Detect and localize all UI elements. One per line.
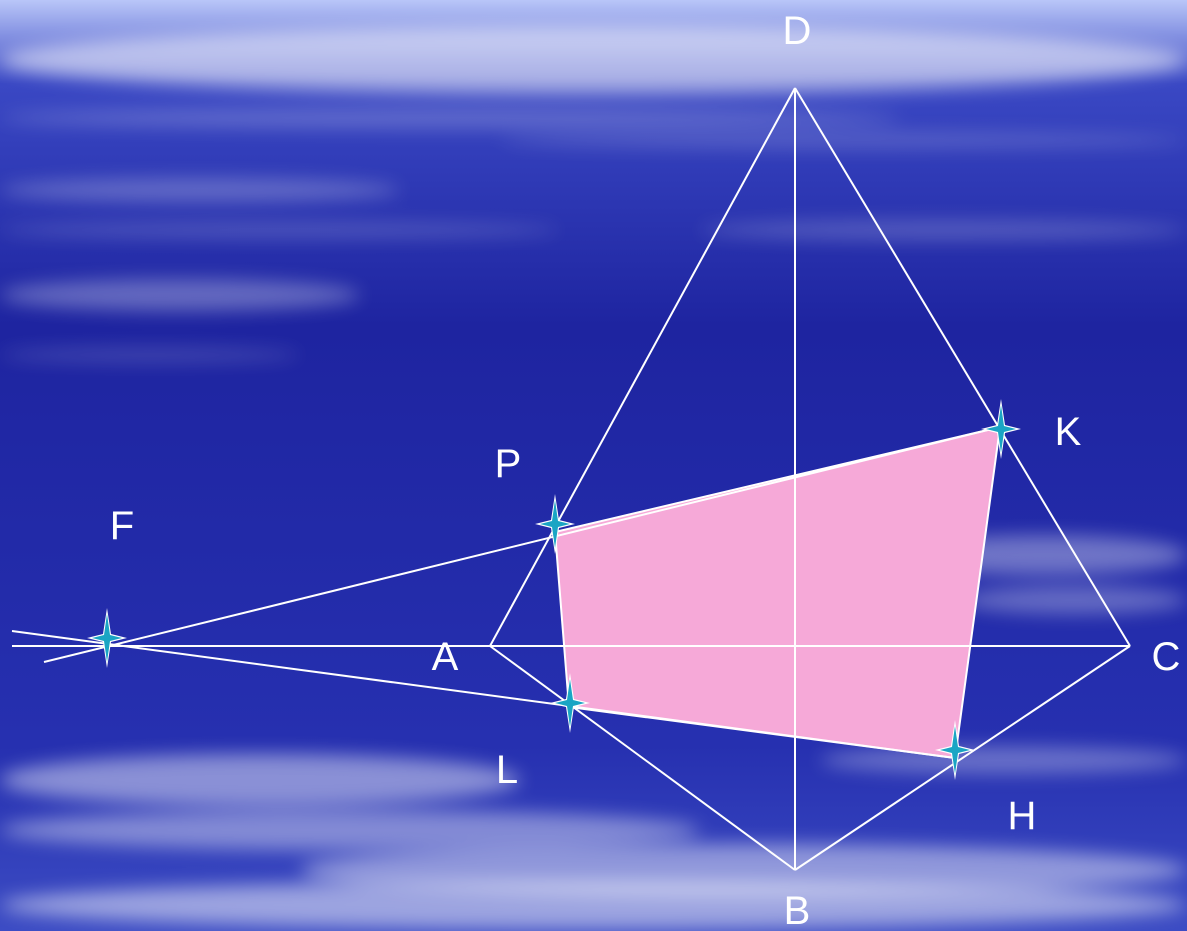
line-FK [43,426,1001,663]
point-labels: D K P F A C L H B [110,9,1181,931]
cloud-streak [0,347,300,363]
cloud-streaks [0,26,1187,929]
label-P: P [495,442,522,486]
edge-BC [794,645,1131,871]
label-H: H [1008,794,1037,838]
cloud-streak [0,108,900,128]
edge-DA [489,87,796,647]
marker-H-four-point-star-icon [935,720,975,780]
cloud-streak [0,279,360,311]
cloud-streak [500,132,1187,148]
edge-AB [489,645,796,871]
cloud-streak [0,810,700,850]
cloud-streak [0,881,1187,929]
marker-F-four-point-star-icon [87,608,127,668]
label-L: L [496,748,518,792]
cloud-streak [0,26,1187,94]
cloud-streak [700,220,1187,240]
cloud-streak [960,586,1187,614]
label-C: C [1152,635,1181,679]
cloud-streak [0,754,520,806]
label-K: K [1055,410,1082,454]
edge-DC [794,87,1131,647]
cloud-streak [0,222,560,238]
label-D: D [783,9,812,53]
marker-K-four-point-star-icon [981,399,1021,459]
label-F: F [110,504,134,548]
marker-P-four-point-star-icon [535,494,575,554]
cloud-streak [820,746,1187,774]
pyramid-edges [11,87,1131,871]
cloud-streak [0,178,400,202]
marker-L-four-point-star-icon [550,673,590,733]
label-A: A [432,635,459,679]
label-B: B [784,889,811,931]
point-markers [87,399,1021,780]
line-FH [11,630,956,759]
